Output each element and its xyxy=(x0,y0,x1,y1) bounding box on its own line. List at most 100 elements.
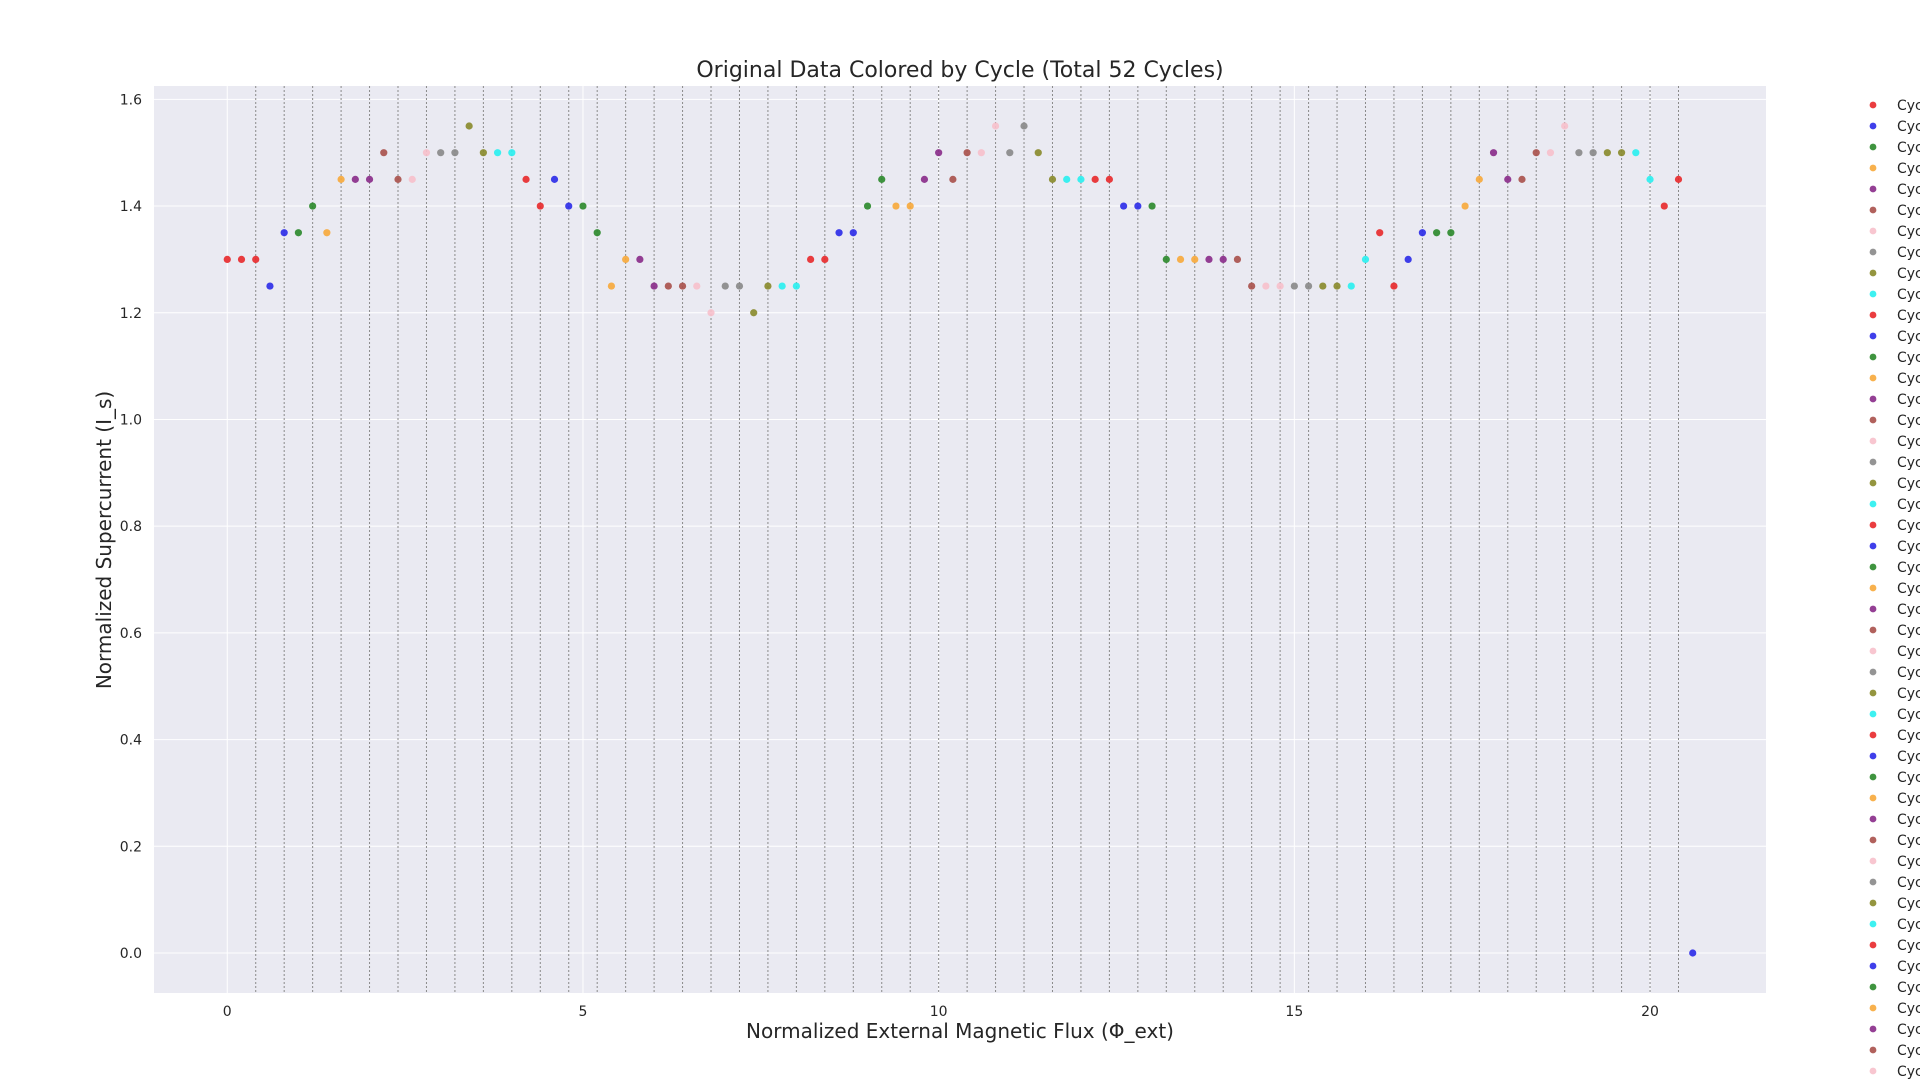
data-point xyxy=(266,282,273,289)
legend-label: Cyc xyxy=(1897,749,1920,765)
data-point xyxy=(1006,149,1013,156)
data-point xyxy=(1148,202,1155,209)
data-point xyxy=(1433,229,1440,236)
data-point xyxy=(1120,202,1127,209)
y-tick-label: 1.6 xyxy=(120,92,142,108)
data-point xyxy=(565,202,572,209)
legend-label: Cyc xyxy=(1897,455,1920,471)
x-tick-label: 0 xyxy=(223,1004,232,1020)
legend-marker xyxy=(1870,585,1877,592)
data-point xyxy=(1419,229,1426,236)
data-point xyxy=(779,282,786,289)
data-point xyxy=(323,229,330,236)
legend-label: Cyc xyxy=(1897,791,1920,807)
data-point xyxy=(1319,282,1326,289)
data-point xyxy=(579,202,586,209)
data-point xyxy=(594,229,601,236)
data-point xyxy=(508,149,515,156)
y-tick-label: 1.2 xyxy=(120,306,142,322)
data-point xyxy=(252,256,259,263)
chart-title: Original Data Colored by Cycle (Total 52… xyxy=(696,58,1223,83)
plot-area xyxy=(154,86,1766,993)
data-point xyxy=(1077,176,1084,183)
data-point xyxy=(394,176,401,183)
data-point xyxy=(1262,282,1269,289)
legend-label: Cyc xyxy=(1897,539,1920,555)
legend-marker xyxy=(1870,459,1877,466)
data-point xyxy=(1191,256,1198,263)
data-point xyxy=(1220,256,1227,263)
y-tick-label: 0.4 xyxy=(120,733,142,749)
legend-marker xyxy=(1870,648,1877,655)
data-point xyxy=(451,149,458,156)
legend-label: Cyc xyxy=(1897,896,1920,912)
legend: Cyc Cyc Cyc Cyc Cyc Cyc Cyc Cyc Cyc Cyc Cyc Cyc Cyc C… xyxy=(1870,98,1920,1080)
data-point xyxy=(1177,256,1184,263)
data-point xyxy=(665,282,672,289)
x-tick-label: 15 xyxy=(1285,1004,1303,1020)
data-point xyxy=(1461,202,1468,209)
legend-marker xyxy=(1870,774,1877,781)
y-axis-ticks: 0.00.20.40.60.81.01.21.41.6 xyxy=(120,92,142,962)
legend-label: Cyc xyxy=(1897,728,1920,744)
data-point xyxy=(850,229,857,236)
data-point xyxy=(466,122,473,129)
data-point xyxy=(295,229,302,236)
data-point xyxy=(1362,256,1369,263)
data-point xyxy=(764,282,771,289)
data-point xyxy=(1561,122,1568,129)
legend-marker xyxy=(1870,186,1877,193)
data-point xyxy=(437,149,444,156)
data-point xyxy=(651,282,658,289)
data-point xyxy=(224,256,231,263)
legend-marker xyxy=(1870,1005,1877,1012)
legend-label: Cyc xyxy=(1897,413,1920,429)
data-point xyxy=(238,256,245,263)
legend-marker xyxy=(1870,921,1877,928)
data-point xyxy=(835,229,842,236)
data-point xyxy=(608,282,615,289)
data-point xyxy=(736,282,743,289)
legend-label: Cyc xyxy=(1897,329,1920,345)
legend-label: Cyc xyxy=(1897,644,1920,660)
data-point xyxy=(551,176,558,183)
data-point xyxy=(522,176,529,183)
data-point xyxy=(1518,176,1525,183)
legend-label: Cyc xyxy=(1897,98,1920,114)
legend-marker xyxy=(1870,123,1877,130)
legend-label: Cyc xyxy=(1897,707,1920,723)
data-point xyxy=(1447,229,1454,236)
data-point xyxy=(722,282,729,289)
data-point xyxy=(807,256,814,263)
legend-marker xyxy=(1870,270,1877,277)
legend-marker xyxy=(1870,837,1877,844)
data-point xyxy=(1092,176,1099,183)
legend-label: Cyc xyxy=(1897,476,1920,492)
data-point xyxy=(1134,202,1141,209)
legend-marker xyxy=(1870,963,1877,970)
data-point xyxy=(409,176,416,183)
data-point xyxy=(423,149,430,156)
legend-label: Cyc xyxy=(1897,245,1920,261)
data-point xyxy=(337,176,344,183)
data-point xyxy=(366,176,373,183)
data-point xyxy=(878,176,885,183)
data-point xyxy=(1248,282,1255,289)
legend-marker xyxy=(1870,249,1877,256)
data-point xyxy=(1646,176,1653,183)
legend-marker xyxy=(1870,1068,1877,1075)
data-point xyxy=(1590,149,1597,156)
data-point xyxy=(1376,229,1383,236)
data-point xyxy=(494,149,501,156)
legend-marker xyxy=(1870,333,1877,340)
data-point xyxy=(352,176,359,183)
data-point xyxy=(907,202,914,209)
data-point xyxy=(380,149,387,156)
data-point xyxy=(1575,149,1582,156)
legend-label: Cyc xyxy=(1897,833,1920,849)
data-point xyxy=(892,202,899,209)
legend-marker xyxy=(1870,417,1877,424)
legend-marker xyxy=(1870,795,1877,802)
data-point xyxy=(1333,282,1340,289)
legend-marker xyxy=(1870,312,1877,319)
